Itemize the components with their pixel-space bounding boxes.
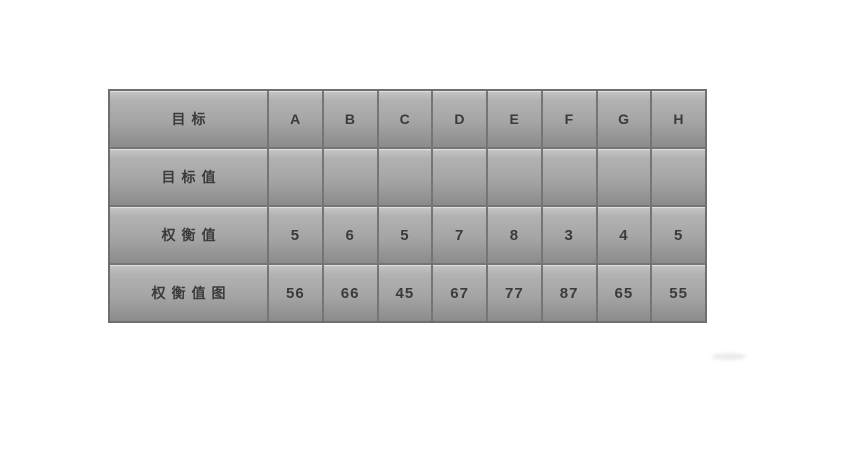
- row-header-weigh-chart: 权衡值图: [110, 265, 267, 321]
- table-cell: [378, 149, 432, 205]
- table-corner-header: 目标: [110, 91, 267, 147]
- table-cell: 87: [542, 265, 596, 321]
- table-cell: [323, 149, 377, 205]
- column-header-h: H: [652, 91, 705, 147]
- column-header-f: F: [542, 91, 596, 147]
- table-cell: [652, 149, 705, 205]
- table-cell: [488, 149, 541, 205]
- table-cell: 3: [542, 207, 596, 263]
- weights-table: 目标 A B C D E F G H 目标值 权衡值 5 6 5 7 8 3 4…: [108, 89, 707, 323]
- column-header-b: B: [323, 91, 377, 147]
- table-cell: 7: [433, 207, 486, 263]
- table-cell: [597, 149, 651, 205]
- table-cell: 67: [433, 265, 486, 321]
- table-cell: 5: [269, 207, 322, 263]
- table-cell: 5: [652, 207, 705, 263]
- table-cell: [269, 149, 322, 205]
- row-header-target-value: 目标值: [110, 149, 267, 205]
- table-cell: [542, 149, 596, 205]
- column-header-g: G: [597, 91, 651, 147]
- column-header-c: C: [378, 91, 432, 147]
- table-cell: [433, 149, 486, 205]
- faint-smudge-artifact: [712, 353, 746, 360]
- column-header-d: D: [433, 91, 486, 147]
- table-cell: 6: [323, 207, 377, 263]
- column-header-e: E: [488, 91, 541, 147]
- table-cell: 56: [269, 265, 322, 321]
- table-cell: 5: [378, 207, 432, 263]
- table-cell: 55: [652, 265, 705, 321]
- row-header-weigh-value: 权衡值: [110, 207, 267, 263]
- column-header-a: A: [269, 91, 322, 147]
- table-cell: 4: [597, 207, 651, 263]
- table-cell: 66: [323, 265, 377, 321]
- table-cell: 77: [488, 265, 541, 321]
- table-cell: 65: [597, 265, 651, 321]
- table-cell: 45: [378, 265, 432, 321]
- table-cell: 8: [488, 207, 541, 263]
